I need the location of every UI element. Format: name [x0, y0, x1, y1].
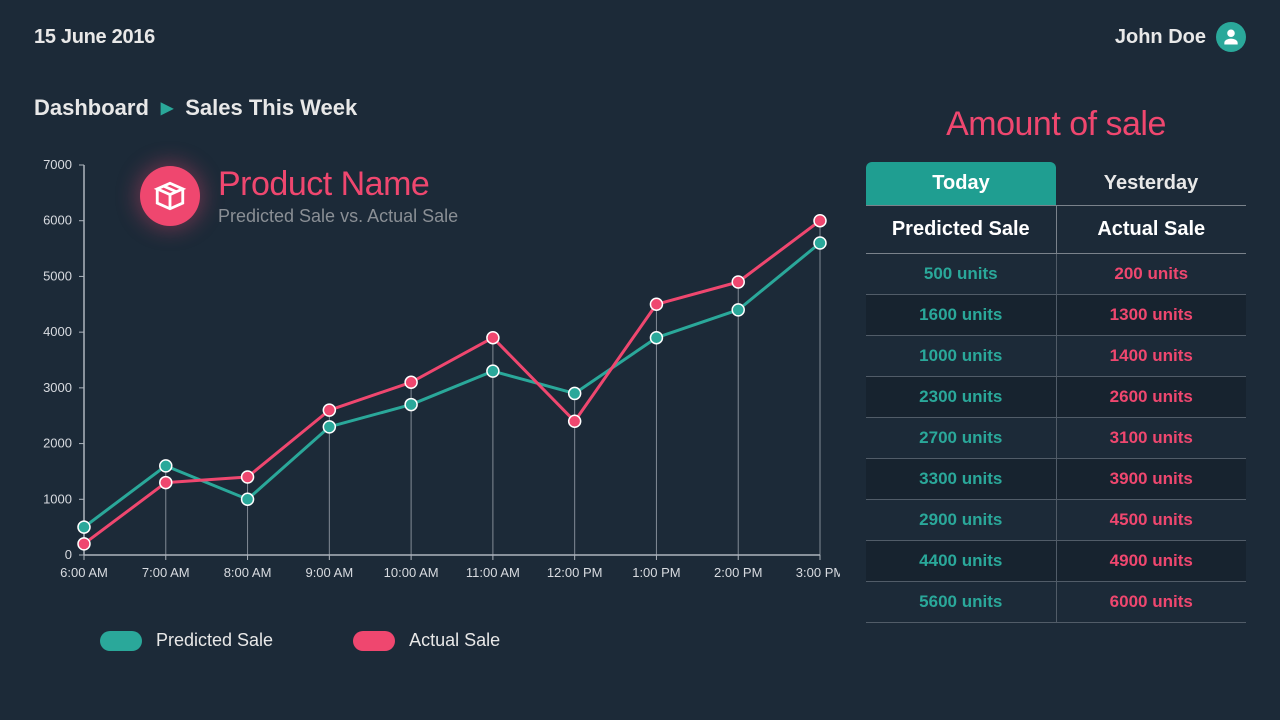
svg-text:10:00 AM: 10:00 AM	[384, 565, 439, 580]
svg-text:7000: 7000	[43, 157, 72, 172]
panel-tabs: Today Yesterday	[866, 162, 1246, 206]
svg-text:2000: 2000	[43, 436, 72, 451]
svg-text:6:00 AM: 6:00 AM	[60, 565, 108, 580]
cell-actual: 3100 units	[1057, 418, 1247, 458]
table-row: 500 units200 units	[866, 254, 1246, 295]
top-bar: 15 June 2016 John Doe	[34, 22, 1246, 52]
col-predicted: Predicted Sale	[866, 206, 1057, 253]
avatar[interactable]	[1216, 22, 1246, 52]
svg-text:2:00 PM: 2:00 PM	[714, 565, 762, 580]
user-icon	[1221, 27, 1241, 47]
cell-predicted: 4400 units	[866, 541, 1057, 581]
svg-text:9:00 AM: 9:00 AM	[305, 565, 353, 580]
table-row: 1600 units1300 units	[866, 295, 1246, 336]
svg-text:6000: 6000	[43, 213, 72, 228]
svg-text:4000: 4000	[43, 324, 72, 339]
svg-text:1000: 1000	[43, 491, 72, 506]
product-icon-circle	[140, 166, 200, 226]
tab-yesterday[interactable]: Yesterday	[1056, 162, 1246, 205]
amount-of-sale-panel: Amount of sale Today Yesterday Predicted…	[866, 105, 1246, 623]
svg-text:0: 0	[65, 547, 72, 562]
cell-predicted: 2300 units	[866, 377, 1057, 417]
table-body: 500 units200 units1600 units1300 units10…	[866, 254, 1246, 623]
cell-predicted: 2900 units	[866, 500, 1057, 540]
cell-predicted: 500 units	[866, 254, 1057, 294]
breadcrumb-root[interactable]: Dashboard	[34, 95, 149, 121]
cell-actual: 1300 units	[1057, 295, 1247, 335]
cell-actual: 2600 units	[1057, 377, 1247, 417]
svg-text:12:00 PM: 12:00 PM	[547, 565, 603, 580]
chevron-right-icon: ▶	[161, 98, 173, 118]
svg-text:1:00 PM: 1:00 PM	[632, 565, 680, 580]
box-icon	[153, 179, 187, 213]
user-block[interactable]: John Doe	[1115, 22, 1246, 52]
col-actual: Actual Sale	[1057, 206, 1247, 253]
user-name: John Doe	[1115, 26, 1206, 49]
svg-text:3:00 PM: 3:00 PM	[796, 565, 840, 580]
table-row: 5600 units6000 units	[866, 582, 1246, 623]
page-date: 15 June 2016	[34, 26, 155, 49]
cell-predicted: 5600 units	[866, 582, 1057, 622]
tab-today[interactable]: Today	[866, 162, 1056, 205]
svg-text:7:00 AM: 7:00 AM	[142, 565, 190, 580]
panel-title: Amount of sale	[866, 105, 1246, 144]
svg-text:11:00 AM: 11:00 AM	[466, 565, 520, 580]
cell-actual: 200 units	[1057, 254, 1247, 294]
product-badge: Product Name Predicted Sale vs. Actual S…	[140, 165, 458, 227]
svg-text:3000: 3000	[43, 380, 72, 395]
cell-actual: 3900 units	[1057, 459, 1247, 499]
svg-text:5000: 5000	[43, 268, 72, 283]
product-subtitle: Predicted Sale vs. Actual Sale	[218, 206, 458, 227]
cell-predicted: 1000 units	[866, 336, 1057, 376]
cell-actual: 6000 units	[1057, 582, 1247, 622]
table-row: 2700 units3100 units	[866, 418, 1246, 459]
cell-actual: 4500 units	[1057, 500, 1247, 540]
cell-predicted: 3300 units	[866, 459, 1057, 499]
product-title: Product Name	[218, 165, 458, 204]
sales-chart: Product Name Predicted Sale vs. Actual S…	[20, 155, 840, 605]
table-row: 2900 units4500 units	[866, 500, 1246, 541]
table-row: 2300 units2600 units	[866, 377, 1246, 418]
svg-text:8:00 AM: 8:00 AM	[224, 565, 272, 580]
breadcrumb: Dashboard ▶ Sales This Week	[34, 95, 357, 121]
table-row: 1000 units1400 units	[866, 336, 1246, 377]
table-header: Predicted Sale Actual Sale	[866, 206, 1246, 254]
breadcrumb-current: Sales This Week	[185, 95, 357, 121]
cell-actual: 1400 units	[1057, 336, 1247, 376]
legend-predicted: Predicted Sale	[100, 630, 273, 651]
cell-actual: 4900 units	[1057, 541, 1247, 581]
table-row: 4400 units4900 units	[866, 541, 1246, 582]
legend-actual: Actual Sale	[353, 630, 500, 651]
legend-label-predicted: Predicted Sale	[156, 630, 273, 651]
chart-legend: Predicted Sale Actual Sale	[100, 630, 500, 651]
cell-predicted: 1600 units	[866, 295, 1057, 335]
legend-swatch-predicted	[100, 631, 142, 651]
cell-predicted: 2700 units	[866, 418, 1057, 458]
legend-swatch-actual	[353, 631, 395, 651]
legend-label-actual: Actual Sale	[409, 630, 500, 651]
table-row: 3300 units3900 units	[866, 459, 1246, 500]
